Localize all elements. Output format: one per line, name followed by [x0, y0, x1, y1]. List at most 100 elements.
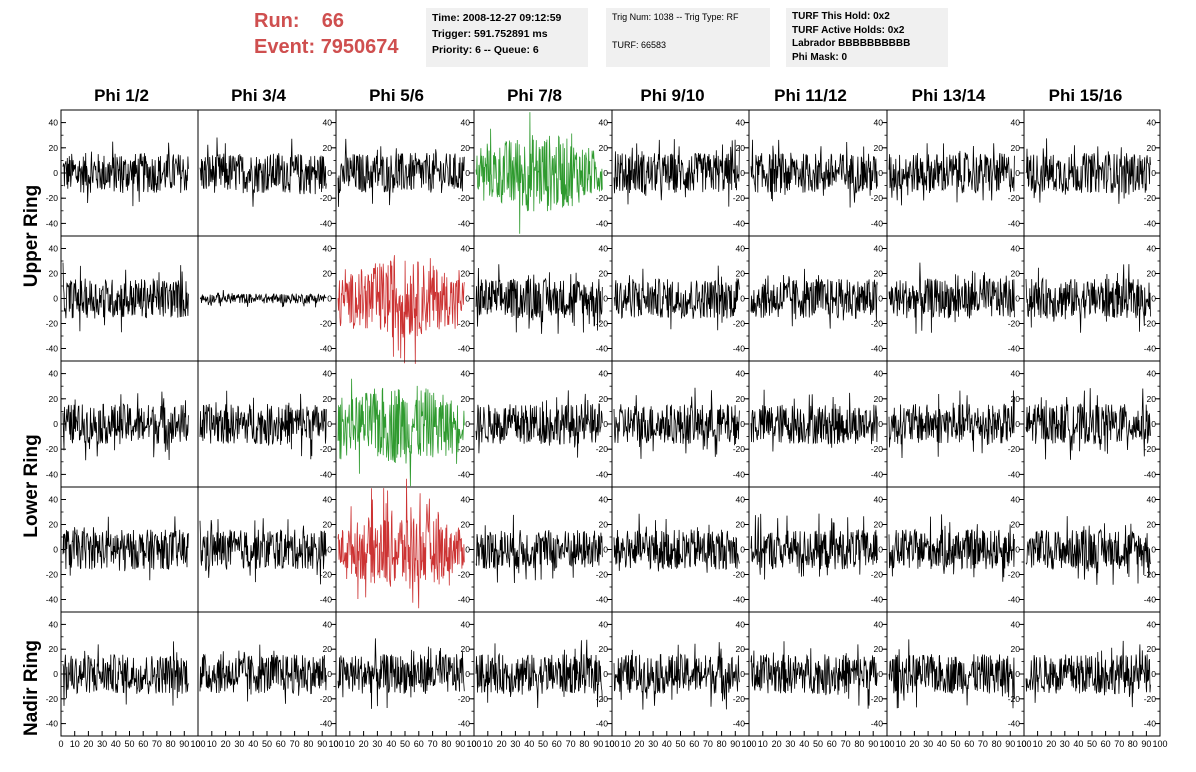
x-tick-label: 0 [609, 739, 614, 749]
x-tick-label: 90 [730, 739, 740, 749]
y-tick-label: -40 [1144, 595, 1157, 605]
y-tick-label: -40 [1144, 344, 1157, 354]
phi-header-1: Phi 1/2 [94, 86, 149, 105]
y-tick-label: 40 [1011, 495, 1021, 505]
run-event-display: Run: 66 Event: 7950674 [254, 8, 424, 60]
y-tick-label: 40 [461, 118, 471, 128]
y-tick-label: -20 [871, 319, 884, 329]
run-line: Run: 66 [254, 8, 424, 34]
y-tick-label: -40 [458, 719, 471, 729]
x-tick-label: 50 [675, 739, 685, 749]
phi-header-5: Phi 9/10 [640, 86, 705, 105]
waveform-trace [475, 112, 603, 234]
y-tick-label: 20 [874, 394, 884, 404]
x-tick-label: 40 [799, 739, 809, 749]
waveform-trace [888, 639, 1015, 709]
y-tick-label: 20 [461, 394, 471, 404]
y-tick-label: -40 [458, 218, 471, 228]
x-tick-label: 20 [83, 739, 93, 749]
y-tick-label: 20 [1011, 143, 1021, 153]
x-tick-label: 10 [70, 739, 80, 749]
y-tick-label: -20 [1008, 444, 1021, 454]
y-tick-label: 20 [599, 269, 609, 279]
x-tick-label: 60 [276, 739, 286, 749]
x-tick-label: 60 [689, 739, 699, 749]
y-tick-label: -40 [46, 719, 59, 729]
y-tick-label: -40 [871, 469, 884, 479]
y-tick-label: -40 [1144, 719, 1157, 729]
x-tick-label: 40 [937, 739, 947, 749]
y-tick-label: 20 [1147, 269, 1157, 279]
x-tick-label: 30 [648, 739, 658, 749]
waveform-trace [750, 389, 878, 452]
y-tick-label: 0 [1151, 545, 1156, 555]
y-tick-label: 20 [461, 520, 471, 530]
y-tick-label: 0 [327, 419, 332, 429]
x-tick-label: 40 [1073, 739, 1083, 749]
y-tick-label: 0 [740, 545, 745, 555]
x-tick-label: 50 [813, 739, 823, 749]
y-tick-label: 0 [465, 294, 470, 304]
y-tick-label: -40 [733, 218, 746, 228]
x-tick-label: 70 [428, 739, 438, 749]
y-tick-label: -20 [320, 570, 333, 580]
y-tick-label: 20 [599, 143, 609, 153]
event-label: Event: [254, 36, 316, 58]
time-text: Time: 2008-12-27 09:12:59 [432, 12, 562, 24]
y-tick-label: -40 [733, 344, 746, 354]
y-tick-label: 40 [323, 369, 333, 379]
y-tick-label: -20 [1144, 694, 1157, 704]
x-tick-label: 90 [593, 739, 603, 749]
x-tick-label: 10 [345, 739, 355, 749]
y-tick-label: 20 [736, 394, 746, 404]
x-tick-label: 20 [634, 739, 644, 749]
x-tick-label: 30 [510, 739, 520, 749]
y-tick-label: 40 [599, 619, 609, 629]
y-tick-label: -40 [596, 595, 609, 605]
y-tick-label: 40 [49, 118, 59, 128]
waveform-trace [613, 265, 740, 331]
x-tick-label: 100 [741, 739, 756, 749]
y-tick-label: -40 [733, 469, 746, 479]
y-tick-label: -20 [596, 570, 609, 580]
x-tick-label: 10 [621, 739, 631, 749]
y-tick-label: -20 [46, 193, 59, 203]
x-tick-label: 30 [372, 739, 382, 749]
x-tick-label: 70 [703, 739, 713, 749]
y-tick-label: 20 [49, 394, 59, 404]
y-tick-label: 20 [874, 644, 884, 654]
y-tick-label: 0 [1015, 545, 1020, 555]
y-tick-label: -40 [1144, 469, 1157, 479]
y-tick-label: -40 [1008, 595, 1021, 605]
y-tick-label: -20 [733, 193, 746, 203]
y-tick-label: 0 [603, 168, 608, 178]
y-tick-label: 20 [1011, 644, 1021, 654]
event-line: Event: 7950674 [254, 34, 424, 60]
y-tick-label: 40 [1147, 369, 1157, 379]
turf-active-text: TURF Active Holds: 0x2 [792, 24, 905, 36]
y-tick-label: 20 [1147, 143, 1157, 153]
x-tick-label: 0 [746, 739, 751, 749]
y-tick-label: 40 [874, 495, 884, 505]
y-tick-label: -40 [320, 344, 333, 354]
y-tick-label: 0 [878, 294, 883, 304]
x-tick-label: 100 [190, 739, 205, 749]
y-tick-label: -40 [46, 595, 59, 605]
x-tick-label: 40 [662, 739, 672, 749]
waveform-trace [888, 514, 1015, 582]
y-tick-label: 40 [323, 244, 333, 254]
x-tick-label: 10 [207, 739, 217, 749]
y-tick-label: 0 [465, 669, 470, 679]
y-tick-label: -40 [596, 344, 609, 354]
waveform-trace [1025, 388, 1151, 460]
waveform-trace [888, 262, 1015, 334]
y-tick-label: -20 [871, 570, 884, 580]
x-tick-label: 0 [1021, 739, 1026, 749]
x-tick-label: 90 [1005, 739, 1015, 749]
x-tick-label: 20 [772, 739, 782, 749]
y-tick-label: 20 [736, 520, 746, 530]
y-tick-label: 40 [599, 118, 609, 128]
phi-header-8: Phi 15/16 [1048, 86, 1123, 105]
y-tick-label: 40 [461, 244, 471, 254]
y-tick-label: 0 [465, 168, 470, 178]
